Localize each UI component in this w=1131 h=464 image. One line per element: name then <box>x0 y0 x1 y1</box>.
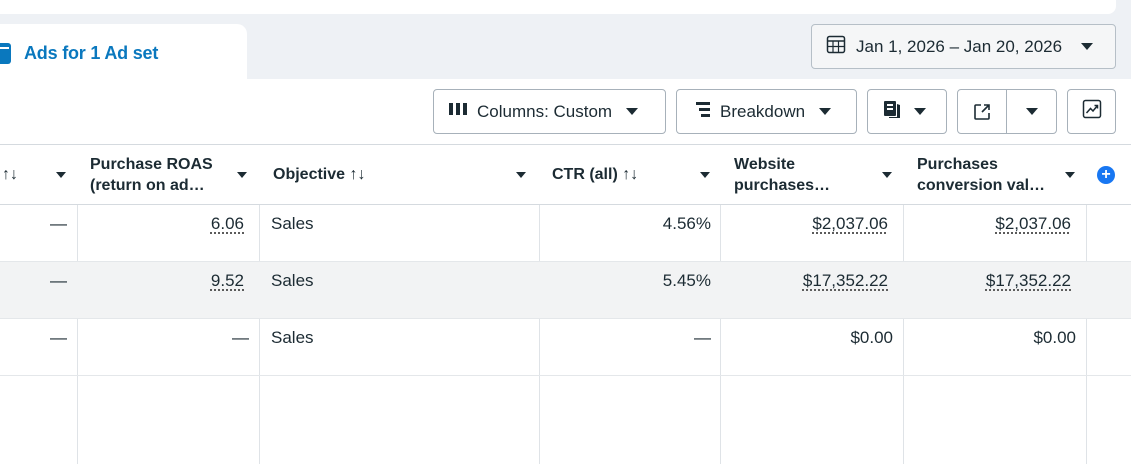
columns-icon <box>448 101 468 122</box>
column-header-purchase-roas[interactable]: Purchase ROAS (return on ad… <box>90 145 258 204</box>
cell[interactable]: $17,352.22 <box>904 262 1071 300</box>
reports-button[interactable] <box>867 89 947 134</box>
column-header[interactable]: ↑↓ <box>2 145 76 204</box>
website-purchases-value[interactable]: $2,037.06 <box>812 214 888 233</box>
cell: $0.00 <box>850 328 893 347</box>
cell: $0.00 <box>1033 328 1076 347</box>
chevron-down-icon <box>1025 108 1038 115</box>
purchases-conversion-value[interactable]: $2,037.06 <box>995 214 1071 233</box>
header-label: conversion val… <box>917 176 1046 194</box>
cell[interactable]: 9.52 <box>78 262 244 300</box>
chevron-down-icon[interactable] <box>882 172 892 178</box>
column-header-purchases-conversion-value[interactable]: Purchases conversion val… <box>917 145 1085 204</box>
purchases-conversion-value[interactable]: $17,352.22 <box>985 271 1071 290</box>
purchase-roas-value[interactable]: 9.52 <box>210 271 244 290</box>
breakdown-label: Breakdown <box>720 101 806 121</box>
tab-label: Ads for 1 Ad set <box>24 42 159 63</box>
chevron-down-icon[interactable] <box>237 172 247 178</box>
date-range-picker[interactable]: Jan 1, 2026 – Jan 20, 2026 <box>811 24 1116 69</box>
chevron-down-icon[interactable] <box>1065 172 1075 178</box>
chart-icon <box>1082 99 1102 124</box>
cell: — <box>694 328 711 347</box>
add-column-icon[interactable]: + <box>1097 166 1115 184</box>
cell: — <box>50 271 67 290</box>
chevron-down-icon <box>819 108 832 115</box>
column-header-ctr[interactable]: CTR (all) ↑↓ <box>552 145 719 204</box>
document-icon <box>0 42 11 64</box>
chart-button[interactable] <box>1067 89 1116 134</box>
column-header-objective[interactable]: Objective ↑↓ <box>273 145 538 204</box>
cell: Sales <box>271 214 314 233</box>
cell: Sales <box>271 328 314 347</box>
header-label: Purchases <box>917 155 998 173</box>
export-icon[interactable] <box>958 90 1008 133</box>
cell: 5.45% <box>662 271 711 290</box>
columns-label: Columns: Custom <box>477 101 613 121</box>
chevron-down-icon[interactable] <box>56 172 66 178</box>
top-panel-edge <box>0 0 1116 14</box>
header-label: Objective ↑↓ <box>273 166 366 183</box>
cell: Sales <box>271 271 314 290</box>
calendar-icon <box>826 34 846 59</box>
header-label: CTR (all) ↑↓ <box>552 166 639 183</box>
breakdown-button[interactable]: Breakdown <box>676 89 857 134</box>
cell: — <box>50 214 67 233</box>
tab-ads-for-ad-set[interactable]: Ads for 1 Ad set <box>0 24 247 82</box>
date-range-label: Jan 1, 2026 – Jan 20, 2026 <box>856 36 1063 56</box>
table-row: — 6.06 Sales 4.56% $2,037.06 $2,037.06 <box>0 205 1131 262</box>
chevron-down-icon[interactable] <box>700 172 710 178</box>
cell[interactable]: $2,037.06 <box>904 205 1071 243</box>
chevron-down-icon <box>914 108 926 115</box>
cell: — <box>232 328 249 347</box>
column-header-website-purchases[interactable]: Website purchases… <box>734 145 902 204</box>
cell: 4.56% <box>662 214 711 233</box>
purchase-roas-value[interactable]: 6.06 <box>210 214 244 233</box>
columns-button[interactable]: Columns: Custom <box>433 89 666 134</box>
header-label: Purchase ROAS <box>90 155 213 173</box>
reports-icon <box>882 99 902 124</box>
chevron-down-icon <box>1081 43 1094 50</box>
chevron-down-icon <box>626 108 639 115</box>
cell: — <box>50 328 67 347</box>
header-label: purchases… <box>734 176 831 194</box>
chevron-down-icon[interactable] <box>516 172 526 178</box>
cell[interactable]: $17,352.22 <box>721 262 888 300</box>
ads-table: ↑↓ Purchase ROAS (return on ad… Objectiv… <box>0 144 1131 464</box>
cell[interactable]: 6.06 <box>78 205 244 243</box>
header-label: (return on ad… <box>90 176 205 194</box>
website-purchases-value[interactable]: $17,352.22 <box>802 271 888 290</box>
breakdown-icon <box>695 100 711 123</box>
export-button-group <box>957 89 1057 134</box>
table-row: — — Sales — $0.00 $0.00 <box>0 319 1131 376</box>
header-label: ↑↓ <box>2 166 18 183</box>
export-menu-toggle[interactable] <box>1007 90 1056 133</box>
table-header-row: ↑↓ Purchase ROAS (return on ad… Objectiv… <box>0 144 1131 205</box>
cell[interactable]: $2,037.06 <box>721 205 888 243</box>
header-label: Website <box>734 155 796 173</box>
table-row: — 9.52 Sales 5.45% $17,352.22 $17,352.22 <box>0 262 1131 319</box>
